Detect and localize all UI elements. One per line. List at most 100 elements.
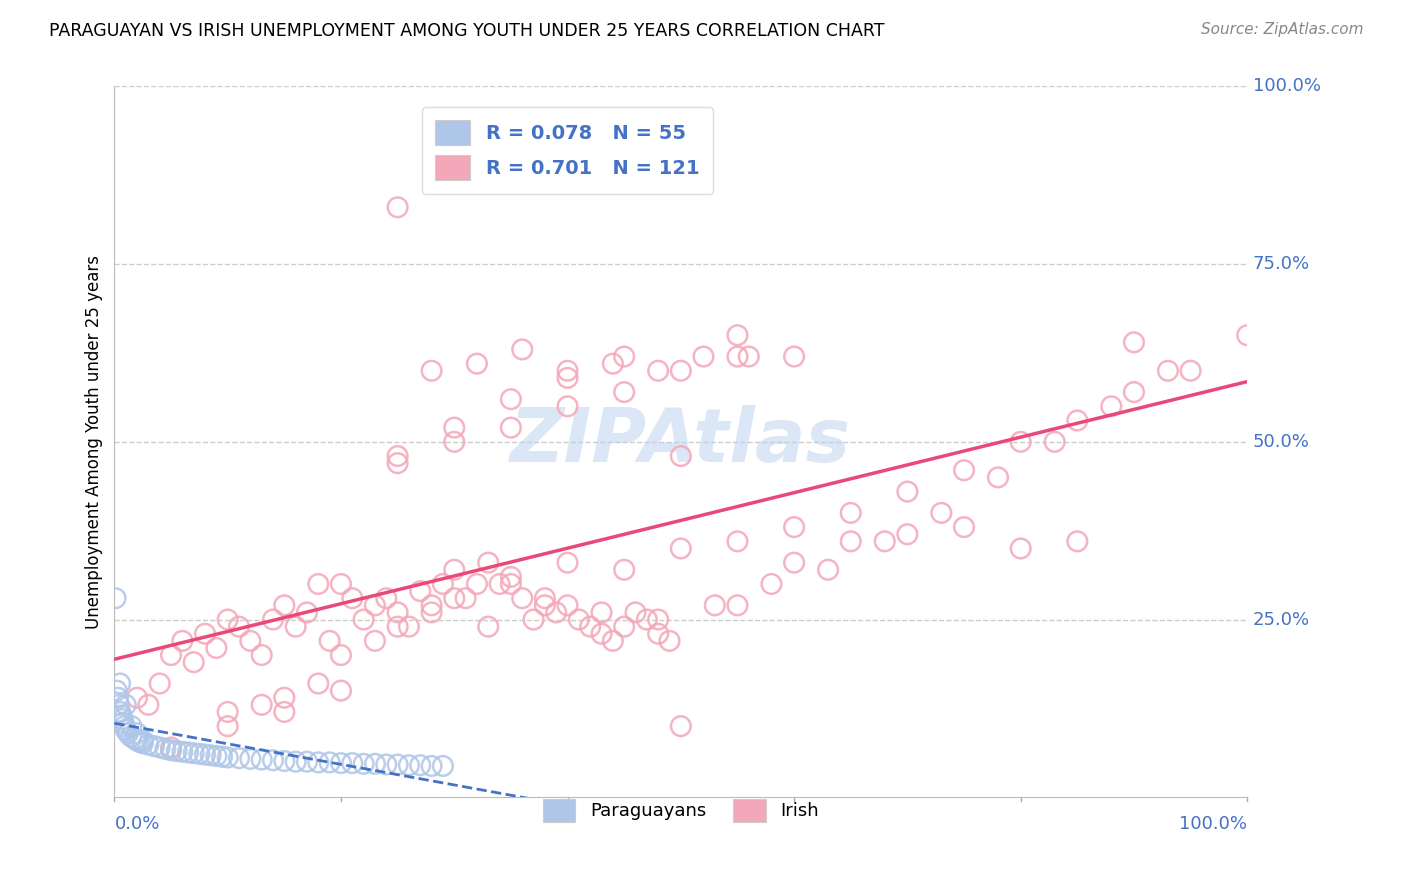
Point — [1180, 364, 1202, 378]
Point — [284, 620, 307, 634]
Point — [591, 606, 613, 620]
Point — [364, 756, 387, 771]
Point — [124, 731, 146, 746]
Text: 25.0%: 25.0% — [1253, 610, 1310, 629]
Point — [420, 364, 443, 378]
Point — [239, 633, 262, 648]
Point — [143, 739, 166, 753]
Point — [579, 620, 602, 634]
Point — [896, 527, 918, 541]
Point — [172, 745, 194, 759]
Point — [839, 506, 862, 520]
Point — [613, 350, 636, 364]
Point — [613, 620, 636, 634]
Point — [205, 640, 228, 655]
Point — [194, 747, 217, 762]
Point — [228, 751, 250, 765]
Point — [307, 577, 329, 591]
Point — [477, 620, 499, 634]
Point — [273, 705, 295, 719]
Point — [647, 364, 669, 378]
Point — [149, 676, 172, 690]
Point — [1010, 434, 1032, 449]
Point — [669, 449, 692, 463]
Point — [1123, 335, 1146, 350]
Point — [557, 364, 579, 378]
Text: PARAGUAYAN VS IRISH UNEMPLOYMENT AMONG YOUTH UNDER 25 YEARS CORRELATION CHART: PARAGUAYAN VS IRISH UNEMPLOYMENT AMONG Y… — [49, 22, 884, 40]
Point — [114, 723, 136, 737]
Point — [183, 746, 205, 760]
Point — [420, 599, 443, 613]
Point — [510, 343, 533, 357]
Point — [387, 757, 409, 772]
Point — [953, 463, 976, 477]
Point — [318, 633, 340, 648]
Point — [330, 577, 353, 591]
Point — [534, 599, 557, 613]
Point — [488, 577, 510, 591]
Point — [873, 534, 896, 549]
Point — [1010, 541, 1032, 556]
Point — [398, 758, 420, 772]
Point — [330, 756, 353, 771]
Point — [125, 726, 148, 740]
Point — [817, 563, 839, 577]
Point — [477, 556, 499, 570]
Point — [353, 613, 375, 627]
Point — [120, 730, 142, 744]
Point — [432, 577, 454, 591]
Point — [353, 756, 375, 771]
Point — [112, 715, 135, 730]
Point — [546, 606, 568, 620]
Point — [217, 750, 239, 764]
Point — [647, 626, 669, 640]
Point — [262, 753, 284, 767]
Point — [409, 584, 432, 599]
Point — [250, 698, 273, 712]
Point — [318, 756, 340, 770]
Point — [295, 755, 318, 769]
Point — [105, 683, 128, 698]
Point — [602, 633, 624, 648]
Point — [761, 577, 783, 591]
Point — [330, 648, 353, 662]
Point — [420, 606, 443, 620]
Point — [1066, 534, 1088, 549]
Point — [669, 364, 692, 378]
Point — [987, 470, 1010, 484]
Text: 0.0%: 0.0% — [114, 815, 160, 833]
Point — [557, 371, 579, 385]
Point — [284, 755, 307, 769]
Point — [194, 626, 217, 640]
Point — [398, 620, 420, 634]
Point — [211, 749, 233, 764]
Point — [591, 626, 613, 640]
Point — [128, 735, 150, 749]
Point — [117, 726, 139, 740]
Point — [108, 676, 131, 690]
Point — [342, 591, 364, 606]
Point — [364, 633, 387, 648]
Point — [166, 744, 188, 758]
Point — [217, 719, 239, 733]
Text: Source: ZipAtlas.com: Source: ZipAtlas.com — [1201, 22, 1364, 37]
Point — [228, 620, 250, 634]
Point — [534, 591, 557, 606]
Point — [120, 719, 142, 733]
Point — [432, 759, 454, 773]
Point — [465, 577, 488, 591]
Point — [375, 757, 398, 772]
Point — [364, 599, 387, 613]
Point — [239, 752, 262, 766]
Point — [107, 690, 129, 705]
Point — [114, 698, 136, 712]
Point — [188, 747, 211, 761]
Point — [110, 708, 132, 723]
Point — [205, 749, 228, 764]
Point — [658, 633, 681, 648]
Point — [138, 698, 160, 712]
Point — [183, 655, 205, 669]
Point — [217, 705, 239, 719]
Point — [727, 599, 749, 613]
Point — [177, 746, 200, 760]
